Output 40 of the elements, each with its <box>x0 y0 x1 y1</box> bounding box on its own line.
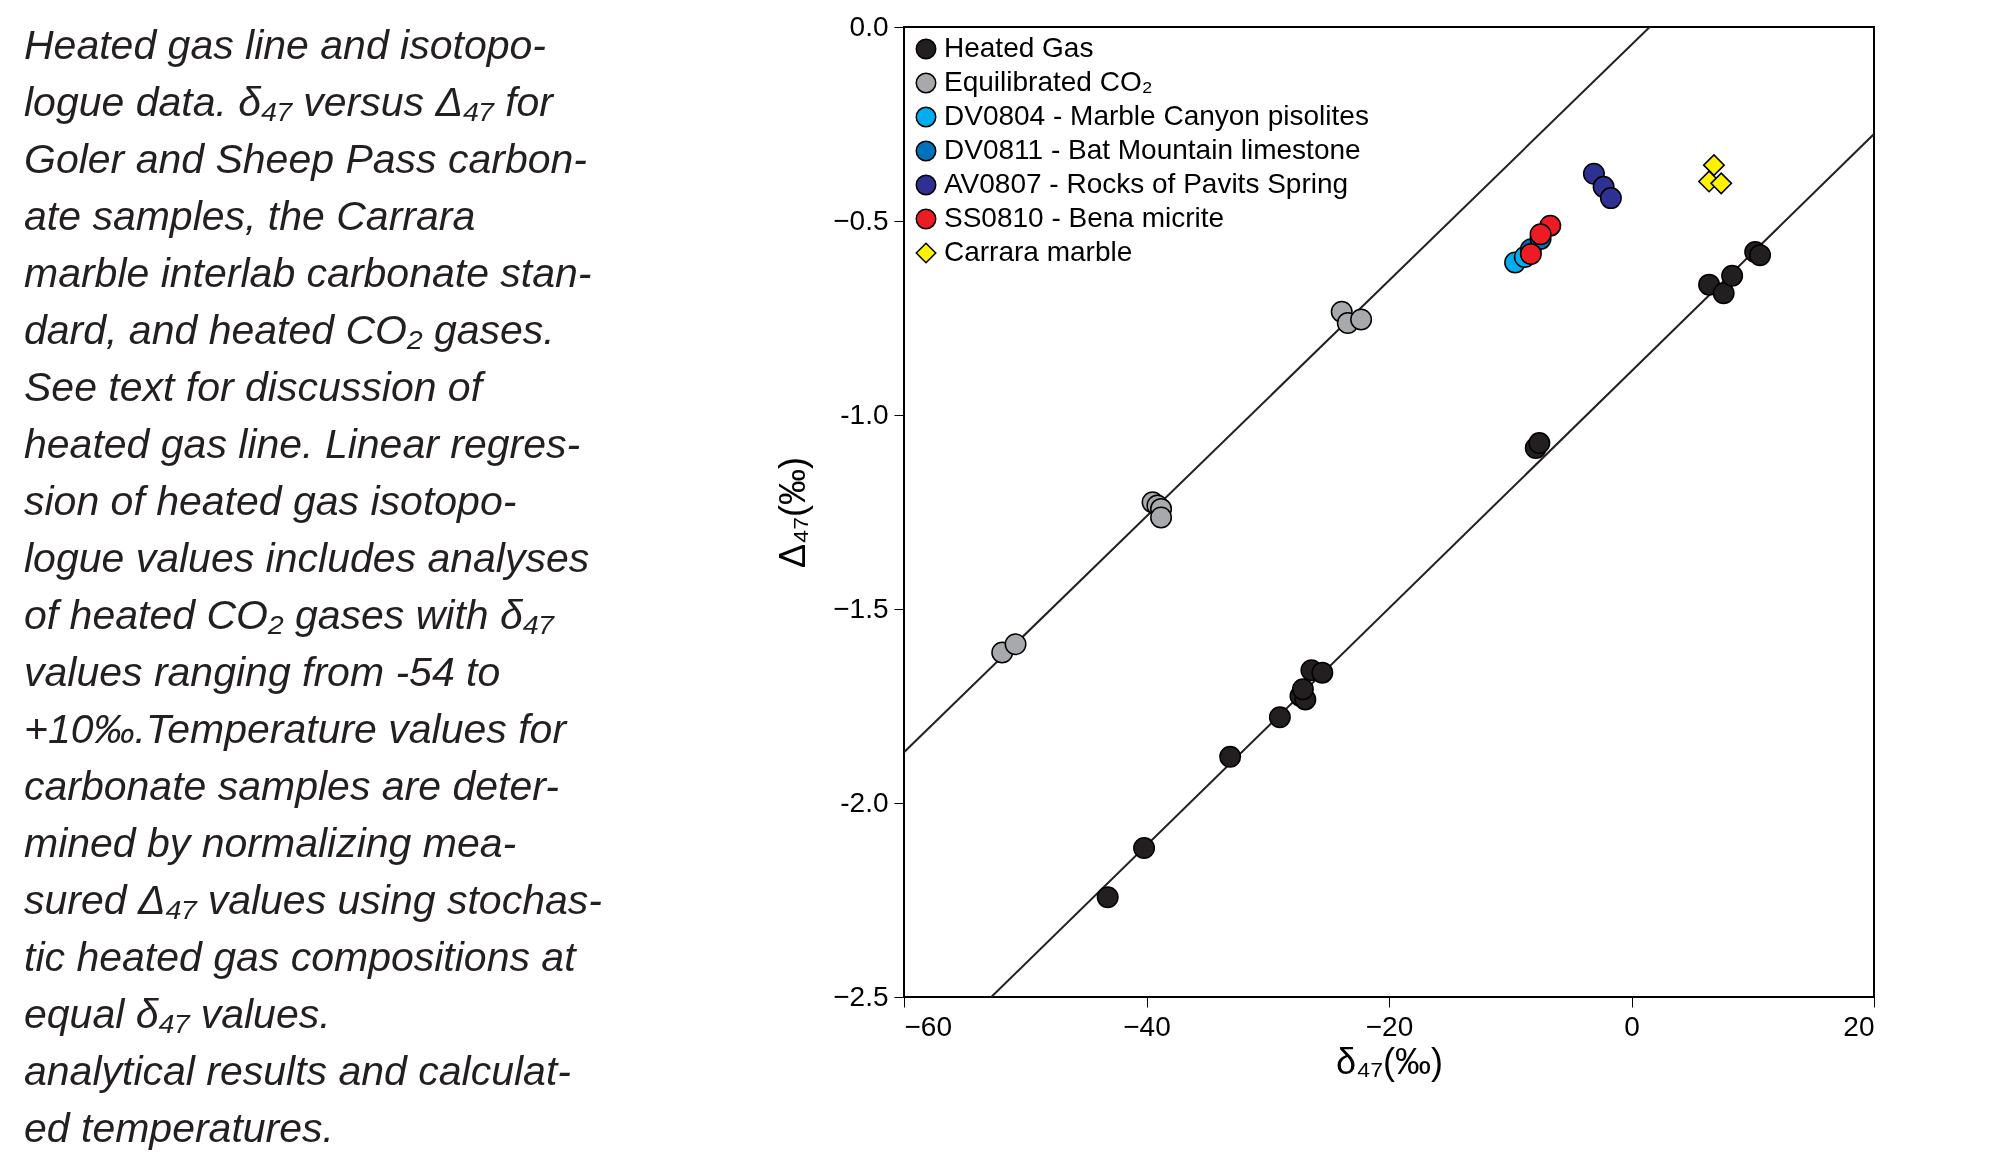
y-tick-label: -2.0 <box>840 786 889 818</box>
text: logue values includes analyses <box>24 535 590 581</box>
text: tic heated gas compositions at <box>24 934 578 980</box>
text: of heated CO₂ gases with δ₄₇ <box>24 592 556 638</box>
text: Heated gas line and isotopo- <box>24 22 546 68</box>
text: sured Δ₄₇ values using stochas- <box>24 877 602 923</box>
text: heated gas line. Linear regres- <box>24 421 581 467</box>
text: See text for discussion of <box>24 364 486 410</box>
legend-label: Heated Gas <box>944 32 1094 63</box>
legend-label: AV0807 - Rocks of Pavits Spring <box>944 168 1349 199</box>
legend-label: DV0811 - Bat Mountain limestone <box>944 134 1361 165</box>
x-tick-label: −20 <box>1365 1010 1414 1042</box>
text: equal δ₄₇ values. <box>24 991 331 1037</box>
text: marble interlab carbonate stan- <box>24 250 592 296</box>
text: carbonate samples are deter- <box>24 763 559 809</box>
y-tick-label: 0.0 <box>849 10 889 42</box>
y-tick-label: -1.0 <box>840 398 889 430</box>
text: dard, and heated CO₂ gases. <box>24 307 555 353</box>
x-tick-label: 20 <box>1843 1010 1875 1042</box>
x-axis-title: δ₄₇(‰) <box>1335 1040 1444 1082</box>
y-tick-label: −0.5 <box>833 204 889 236</box>
y-axis-title: Δ₄₇(‰) <box>772 456 814 569</box>
legend-label: Equilibrated CO₂ <box>944 66 1153 97</box>
x-tick-label: −40 <box>1123 1010 1171 1042</box>
x-tick-label: 0 <box>1624 1010 1640 1042</box>
text: ed temperatures. <box>24 1105 334 1151</box>
legend-label: Carrara marble <box>944 236 1133 267</box>
text: logue data. δ₄₇ versus Δ₄₇ for <box>24 79 556 125</box>
x-tick-label: −60 <box>904 1010 952 1042</box>
text: values ranging from -54 to <box>24 649 501 695</box>
text: +10‰.Temperature values for <box>24 706 569 752</box>
legend-label: DV0804 - Marble Canyon pisolites <box>944 100 1369 131</box>
text: mined by normalizing mea- <box>24 820 517 866</box>
text: analytical results and calculat- <box>24 1048 571 1094</box>
y-tick-label: −1.5 <box>833 592 889 624</box>
y-tick-label: −2.5 <box>833 980 889 1012</box>
text: ate samples, the Carrara <box>24 193 476 239</box>
text: Goler and Sheep Pass carbon- <box>24 136 587 182</box>
legend-label: SS0810 - Bena micrite <box>944 202 1225 233</box>
text: sion of heated gas isotopo- <box>24 478 517 524</box>
